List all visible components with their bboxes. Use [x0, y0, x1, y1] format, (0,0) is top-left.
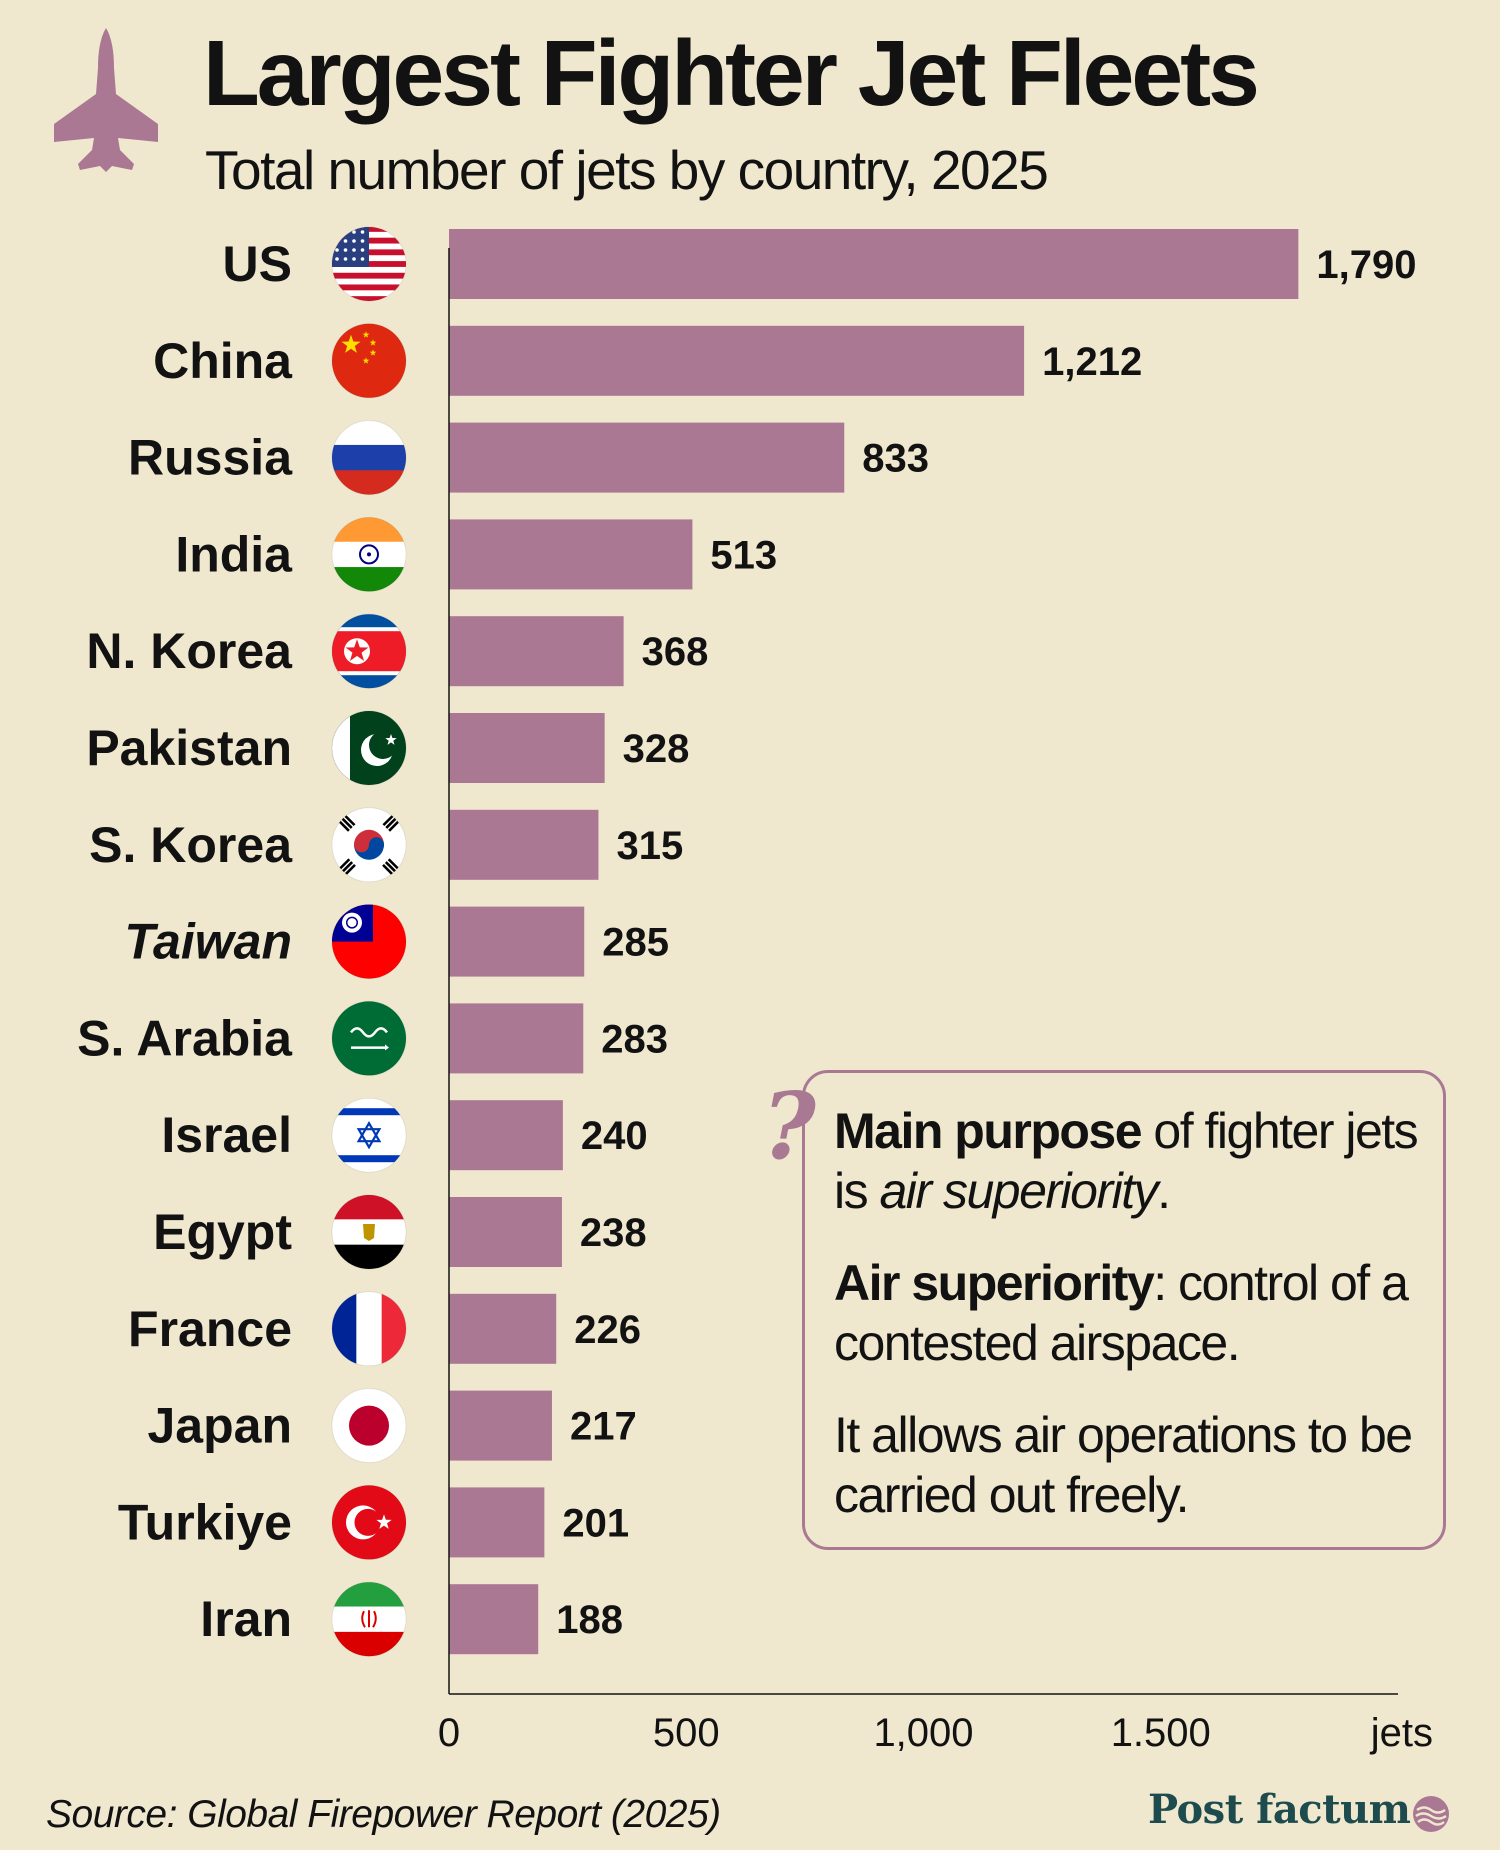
- country-label-japan: Japan: [147, 1398, 292, 1454]
- bar-india: [449, 519, 693, 590]
- info-text-2: : control of a contested airspace.: [834, 1255, 1409, 1371]
- info-bold-1: Main purpose: [834, 1103, 1143, 1159]
- country-label-france: France: [128, 1301, 292, 1357]
- country-label-pakistan: Pakistan: [86, 720, 292, 776]
- value-label-japan: 217: [570, 1405, 637, 1449]
- x-tick-label: 500: [653, 1711, 720, 1755]
- egypt-flag-icon: [331, 1194, 407, 1270]
- info-paragraph-1: Main purpose of fighter jets is air supe…: [834, 1101, 1434, 1221]
- info-bold-2: Air superiority: [834, 1255, 1155, 1311]
- israel-flag-icon: [331, 1097, 407, 1173]
- country-label-s-arabia: S. Arabia: [77, 1010, 293, 1066]
- bar-iran: [449, 1584, 539, 1655]
- japan-flag-icon: [331, 1388, 407, 1464]
- x-tick-label: 1,000: [873, 1711, 973, 1755]
- bar-egypt: [449, 1197, 562, 1267]
- fighter-jet-icon: [54, 28, 158, 172]
- country-label-iran: Iran: [200, 1591, 292, 1647]
- bar-pakistan: [449, 713, 605, 783]
- pakistan-flag-icon: [331, 710, 407, 786]
- india-flag-icon: [331, 516, 407, 592]
- value-label-iran: 188: [556, 1598, 623, 1642]
- bar-russia: [449, 422, 845, 493]
- bar-s-korea: [449, 809, 599, 880]
- iran-flag-icon: [331, 1581, 407, 1657]
- france-flag-icon: [331, 1291, 407, 1367]
- value-label-russia: 833: [862, 437, 929, 481]
- value-label-pakistan: 328: [623, 727, 690, 771]
- brand-name: Post factum: [1148, 1786, 1411, 1833]
- bar-taiwan: [449, 906, 585, 977]
- question-mark-icon: ?: [762, 1072, 816, 1180]
- x-tick-label: 1.500: [1111, 1711, 1211, 1755]
- country-label-russia: Russia: [128, 430, 293, 486]
- info-paragraph-3: It allows air operations to be carried o…: [834, 1407, 1413, 1523]
- country-label-israel: Israel: [161, 1107, 292, 1163]
- country-label-us: US: [223, 236, 292, 292]
- value-label-india: 513: [710, 533, 777, 577]
- info-text-1-end: .: [1157, 1163, 1171, 1219]
- country-label-taiwan: Taiwan: [124, 914, 292, 970]
- bar-israel: [449, 1100, 563, 1171]
- country-label-s-korea: S. Korea: [89, 817, 293, 873]
- value-label-taiwan: 285: [602, 921, 669, 965]
- bar-us: [449, 229, 1299, 299]
- saudi-arabia-flag-icon: [331, 1000, 407, 1076]
- value-label-egypt: 238: [580, 1211, 647, 1255]
- bar-s-arabia: [449, 1003, 584, 1074]
- value-label-china: 1,212: [1042, 340, 1142, 384]
- value-label-turkiye: 201: [562, 1501, 629, 1545]
- country-label-india: India: [175, 526, 293, 582]
- info-text-1: of fighter jets is: [834, 1103, 1419, 1219]
- north-korea-flag-icon: [331, 613, 407, 689]
- value-label-s-korea: 315: [616, 824, 683, 868]
- country-label-china: China: [153, 333, 293, 389]
- us-flag-icon: [331, 226, 407, 302]
- info-paragraph-2: Air superiority: control of a contested …: [834, 1253, 1434, 1373]
- value-label-us: 1,790: [1316, 243, 1416, 287]
- x-tick-label: 0: [438, 1711, 460, 1755]
- value-label-s-arabia: 283: [601, 1017, 668, 1061]
- bar-china: [449, 325, 1025, 396]
- bar-turkiye: [449, 1487, 545, 1558]
- value-label-israel: 240: [581, 1114, 648, 1158]
- country-label-turkiye: Turkiye: [118, 1494, 292, 1550]
- turkiye-flag-icon: [331, 1484, 407, 1560]
- page-title: Largest Fighter Jet Fleets: [203, 21, 1260, 125]
- page-subtitle: Total number of jets by country, 2025: [205, 139, 1049, 201]
- russia-flag-icon: [331, 420, 407, 496]
- bar-n-korea: [449, 616, 624, 687]
- country-label-egypt: Egypt: [153, 1204, 292, 1260]
- country-label-n-korea: N. Korea: [86, 623, 293, 679]
- south-korea-flag-icon: [331, 807, 407, 883]
- bar-japan: [449, 1390, 552, 1461]
- info-box: [802, 1070, 1446, 1550]
- value-label-france: 226: [574, 1308, 641, 1352]
- brand-logo-icon: [1413, 1796, 1449, 1832]
- info-italic-1: air superiority: [879, 1163, 1159, 1219]
- x-axis-label: jets: [1370, 1711, 1433, 1755]
- bar-chart: US 1,790 China 1,212 Russia 833 India 513 N. Kor…: [77, 226, 1433, 1755]
- taiwan-flag-icon: [331, 904, 407, 980]
- value-label-n-korea: 368: [642, 630, 709, 674]
- china-flag-icon: [331, 323, 407, 399]
- bar-france: [449, 1293, 557, 1364]
- source-note: Source: Global Firepower Report (2025): [46, 1793, 721, 1836]
